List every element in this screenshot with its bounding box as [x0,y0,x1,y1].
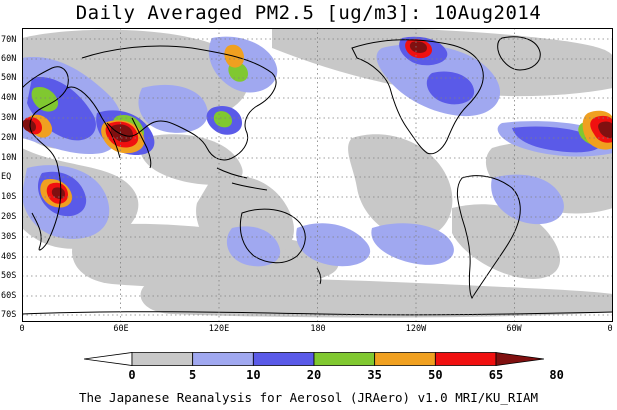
map-frame [22,28,613,322]
coastlines [22,36,613,316]
lat-label: 10N [1,153,17,163]
colorbar-segment [374,352,436,366]
lat-label: 50N [1,73,17,83]
colorbar-tick-label: 10 [246,368,261,382]
colorbar-tick-label: 65 [488,368,504,382]
colorbar [84,352,544,366]
lat-label: 70N [1,35,17,45]
colorbar-segment [434,352,497,366]
pm25-map [22,28,613,322]
colorbar-tick-label: 80 [549,368,564,382]
lat-label: 20S [1,212,17,222]
colorbar-tick-label: 35 [367,368,382,382]
lat-label: 10S [1,192,17,202]
footer-credit: The Japanese Reanalysis for Aerosol (JRA… [78,390,539,405]
lon-label: 60W [506,324,522,334]
lon-label: 120W [405,324,427,334]
colorbar-segment [495,352,544,366]
lon-label: 120E [208,324,230,334]
lon-label: 180 [310,324,326,334]
lat-label: 30N [1,113,17,123]
colorbar-segment [313,352,376,366]
colorbar-segment [84,352,133,366]
colorbar-tick-label: 5 [189,368,197,382]
lat-label: 50S [1,271,17,281]
colorbar-segment [192,352,254,366]
lat-label: 40S [1,252,17,262]
pm25-shading [22,28,613,318]
colorbar-segment [131,352,194,366]
colorbar-tick-label: 20 [306,368,322,382]
lat-label: 20N [1,133,17,143]
map-title: Daily Averaged PM2.5 [ug/m3]: 10Aug2014 [75,2,542,24]
lat-label: 70S [1,310,17,320]
lat-label: EQ [1,172,12,182]
lon-label: 0 [19,324,25,334]
colorbar-tick-label: 0 [128,368,136,382]
lat-label: 30S [1,232,17,242]
lon-label: 0 [607,324,613,334]
lat-label: 60N [1,54,17,64]
colorbar-tick-label: 50 [428,368,443,382]
colorbar-segment [252,352,315,366]
lon-label: 60E [113,324,129,334]
lat-label: 60S [1,291,17,301]
lat-label: 40N [1,93,17,103]
